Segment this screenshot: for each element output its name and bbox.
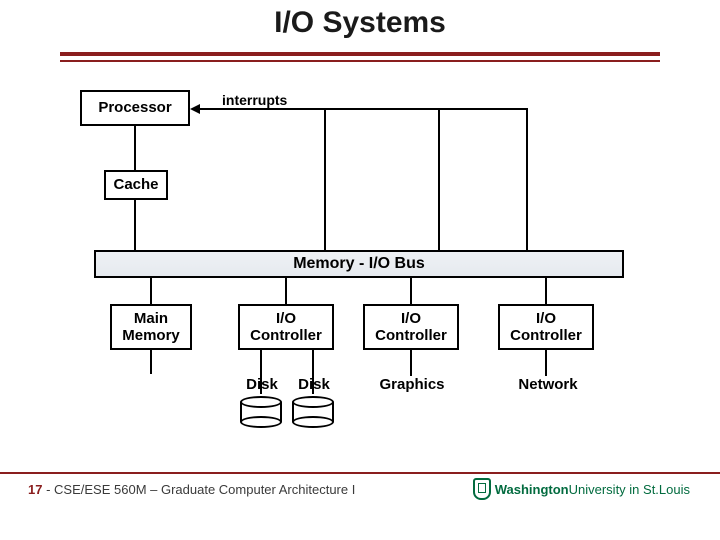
cache-bus-line (134, 200, 136, 250)
university-logo: WashingtonUniversity in St.Louis (473, 478, 690, 500)
proc-cache-line (134, 126, 136, 170)
label-network: Network (512, 376, 584, 393)
label-interrupts: interrupts (222, 92, 287, 108)
bus-c2-line (410, 278, 412, 304)
io-diagram: Processor interrupts Cache Memory - I/O … (60, 80, 670, 460)
bus-c1-line (285, 278, 287, 304)
title-rule-thick (60, 52, 660, 56)
box-io-controller-1: I/O Controller (238, 304, 334, 350)
page-title: I/O Systems (0, 6, 720, 40)
box-processor: Processor (80, 90, 190, 126)
footer: 17 - CSE/ESE 560M – Graduate Computer Ar… (0, 472, 720, 500)
box-cache: Cache (104, 170, 168, 200)
footer-course: CSE/ESE 560M – Graduate Computer Archite… (54, 482, 355, 497)
page-number: 17 (28, 482, 42, 497)
box-bus: Memory - I/O Bus (94, 250, 624, 278)
interrupt-bus-line (198, 108, 528, 110)
c3-network-line (545, 350, 547, 376)
box-io-controller-2: I/O Controller (363, 304, 459, 350)
footer-rule (0, 472, 720, 474)
disk-icon-2 (292, 396, 334, 428)
intr-tap-3 (526, 108, 528, 250)
intr-tap-1 (324, 108, 326, 250)
label-disk-2: Disk (294, 376, 334, 393)
box-io-controller-3: I/O Controller (498, 304, 594, 350)
disk-icon-1 (240, 396, 282, 428)
bus-mm-line (150, 278, 152, 304)
bus-c3-line (545, 278, 547, 304)
box-main-memory: Main Memory (110, 304, 192, 350)
c2-graphics-line (410, 350, 412, 376)
logo-text: WashingtonUniversity in St.Louis (495, 483, 690, 496)
intr-tap-2 (438, 108, 440, 250)
footer-text: 17 - CSE/ESE 560M – Graduate Computer Ar… (28, 482, 355, 497)
label-graphics: Graphics (376, 376, 448, 393)
label-disk-1: Disk (242, 376, 282, 393)
mm-tail (150, 350, 152, 374)
title-rule-thin (60, 60, 660, 62)
footer-sep: - (42, 482, 54, 497)
shield-icon (473, 478, 491, 500)
interrupt-arrow (190, 104, 200, 114)
